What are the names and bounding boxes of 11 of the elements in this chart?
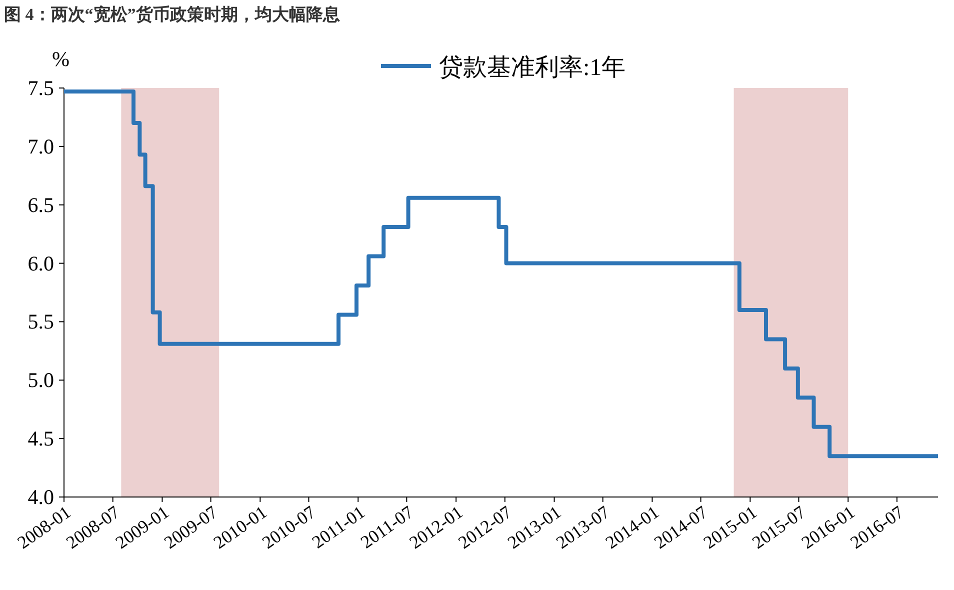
chart-title: 图 4：两次“宽松”货币政策时期，均大幅降息 xyxy=(4,5,340,24)
y-tick-label: 7.0 xyxy=(28,134,54,158)
y-tick-label: 4.0 xyxy=(28,485,54,509)
y-tick-label: 7.5 xyxy=(28,76,54,100)
y-axis-title: % xyxy=(52,47,70,71)
y-tick-label: 6.5 xyxy=(28,192,54,217)
y-tick-label: 5.5 xyxy=(28,310,54,334)
legend-label: 贷款基准利率:1年 xyxy=(439,54,626,81)
y-tick-label: 5.0 xyxy=(28,368,54,392)
y-tick-label: 4.5 xyxy=(28,426,54,451)
y-tick-label: 6.0 xyxy=(28,251,54,276)
